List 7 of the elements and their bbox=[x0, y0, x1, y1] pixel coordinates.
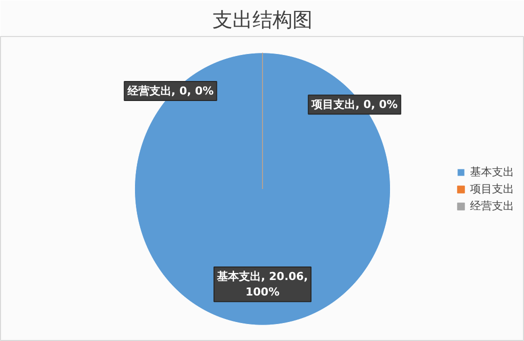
text: 项目支出, 0, 0% bbox=[311, 98, 398, 112]
legend-label: 项目支出 bbox=[470, 181, 514, 196]
legend-label: 经营支出 bbox=[470, 198, 514, 213]
chart-title: 支出结构图 bbox=[212, 8, 312, 32]
legend-label: 基本支出 bbox=[470, 164, 514, 179]
data-label: 基本支出, 20.06, 100% bbox=[216, 270, 308, 299]
text: 经营支出, 0, 0% bbox=[127, 84, 214, 98]
